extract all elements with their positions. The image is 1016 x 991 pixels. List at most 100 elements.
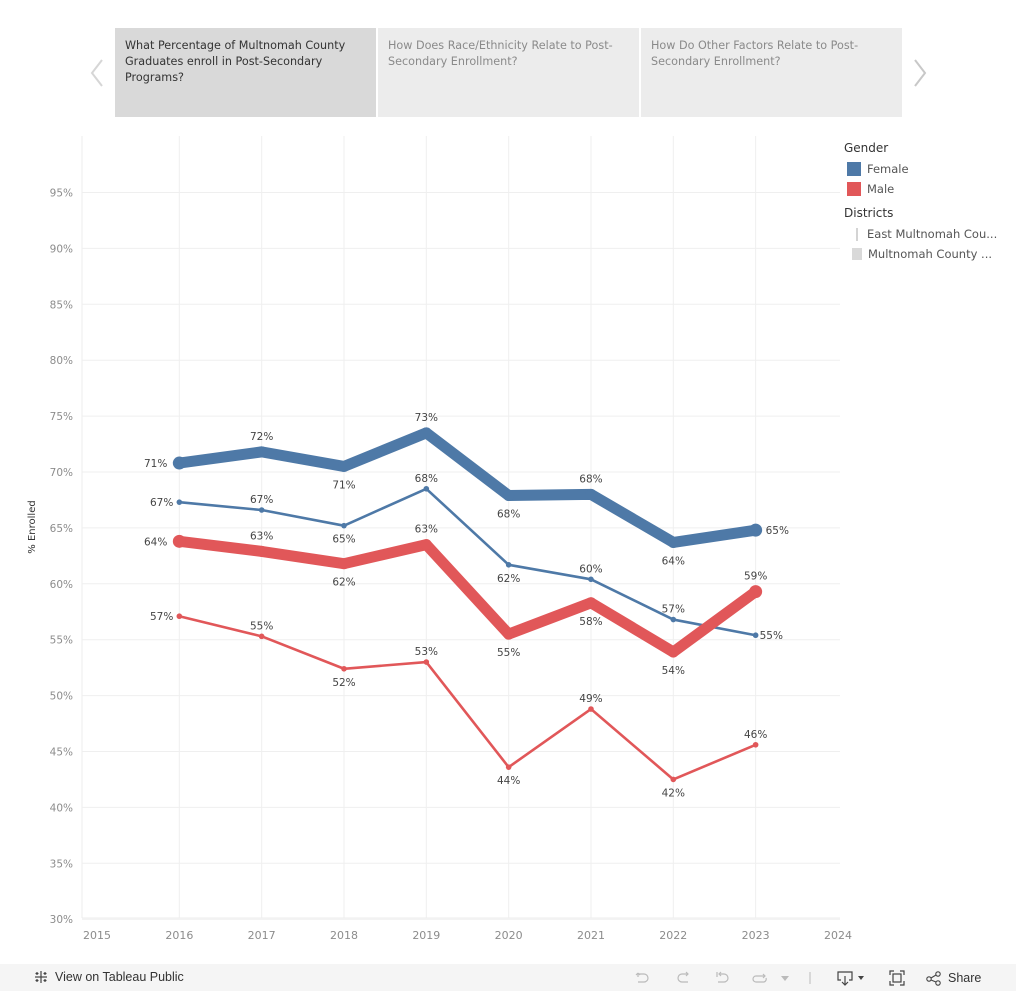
fullscreen-icon [889,970,905,986]
data-point[interactable] [176,499,183,505]
x-tick-label: 2019 [412,929,440,942]
legend-districts-title: Districts [844,206,894,220]
thin-line-size-swatch [856,227,858,241]
data-point[interactable] [338,460,350,472]
data-label: 62% [332,577,355,589]
y-tick-label: 35% [50,858,73,870]
undo-button[interactable] [634,968,652,988]
series-line-male-multnomah-county[interactable] [173,535,762,658]
next-story-point-button[interactable] [900,28,940,117]
data-point[interactable] [172,534,186,548]
data-point[interactable] [420,427,432,439]
data-point[interactable] [338,558,350,570]
data-point[interactable] [172,456,186,470]
data-point[interactable] [667,646,679,658]
legend-item-male[interactable]: Male [844,179,1016,199]
y-tick-label: 85% [50,299,73,311]
story-tab-other-factors[interactable]: How Do Other Factors Relate to Post-Seco… [641,28,902,117]
thick-line-size-swatch [852,248,862,260]
redo-button[interactable] [674,968,692,988]
data-label: 57% [662,604,685,616]
pause-updates-dropdown[interactable] [780,968,790,988]
legend-item-east-multnomah[interactable]: East Multnomah Cou... [844,224,1016,244]
data-point[interactable] [341,665,347,672]
share-label: Share [948,971,982,985]
data-point[interactable] [505,764,512,770]
data-point[interactable] [585,597,597,609]
male-color-swatch [847,182,861,196]
share-button[interactable]: Share [926,968,981,988]
undo-icon [635,972,649,983]
revert-button[interactable] [714,968,732,988]
data-label: 71% [144,458,167,470]
data-point[interactable] [752,632,759,639]
data-point[interactable] [670,616,677,623]
y-tick-label: 90% [50,243,73,255]
data-point[interactable] [420,539,432,551]
data-label: 49% [579,693,602,705]
data-point[interactable] [258,633,265,640]
refresh-button[interactable] [751,968,769,988]
data-label: 46% [744,729,767,741]
x-tick-label: 2023 [742,929,770,942]
data-point[interactable] [667,536,679,548]
data-point[interactable] [749,523,763,537]
x-tick-label: 2022 [659,929,687,942]
data-point[interactable] [423,659,430,665]
y-tick-label: 60% [50,579,73,591]
data-point[interactable] [258,507,265,513]
data-point[interactable] [256,545,268,557]
data-label: 67% [150,497,173,509]
x-tick-label: 2020 [495,929,523,942]
x-tick-label: 2018 [330,929,358,942]
series-line-female-multnomah-county[interactable] [173,427,762,548]
data-point[interactable] [588,576,594,583]
y-tick-label: 65% [50,523,73,535]
y-tick-label: 70% [50,467,73,479]
download-button[interactable] [836,968,866,988]
y-tick-label: 30% [50,914,73,926]
data-label: 72% [250,431,273,443]
data-label: 60% [579,563,602,575]
data-point[interactable] [256,446,268,458]
data-point[interactable] [749,585,763,599]
dropdown-caret-icon [781,976,789,981]
legend-item-multnomah-county[interactable]: Multnomah County ... [844,244,1016,264]
y-tick-label: 40% [50,802,73,814]
data-point[interactable] [341,522,347,529]
data-point[interactable] [176,613,183,620]
data-label: 65% [766,525,789,537]
view-on-tableau-public-link[interactable]: View on Tableau Public [33,969,184,985]
legend-label-east-multnomah: East Multnomah Cou... [867,227,998,241]
y-tick-label: 95% [50,188,73,200]
story-tab-percentage-enrolled[interactable]: What Percentage of Multnomah County Grad… [115,28,376,117]
series-line-female-east-multnomah-county[interactable] [178,487,757,637]
data-point[interactable] [423,485,430,492]
data-point[interactable] [670,776,677,783]
data-point[interactable] [505,561,512,568]
data-point[interactable] [503,628,515,640]
story-tab-race-ethnicity[interactable]: How Does Race/Ethnicity Relate to Post-S… [378,28,639,117]
data-point[interactable] [752,741,759,748]
data-point[interactable] [588,706,594,712]
data-point[interactable] [585,488,597,500]
data-label: 63% [415,524,438,536]
legend-label-female: Female [867,162,909,176]
series-line-male-east-multnomah-county[interactable] [178,614,757,781]
y-axis-ticks: 30% 35% 40% 45% 50% 55% 60% 65% 70% 75% 80% 85% 90% 9… [50,188,73,927]
legend-item-female[interactable]: Female [844,159,1016,179]
data-label: 73% [415,412,438,424]
data-label: 64% [662,555,685,567]
data-label: 63% [250,530,273,542]
data-label: 68% [579,473,602,485]
previous-story-point-button[interactable] [77,28,117,117]
data-label: 68% [415,473,438,485]
female-color-swatch [847,162,861,176]
data-label: 58% [579,616,602,628]
data-point[interactable] [503,489,515,501]
y-tick-label: 80% [50,355,73,367]
download-icon [837,971,864,986]
fullscreen-button[interactable] [888,968,906,988]
gridlines [81,136,840,920]
data-label: 62% [497,573,520,585]
